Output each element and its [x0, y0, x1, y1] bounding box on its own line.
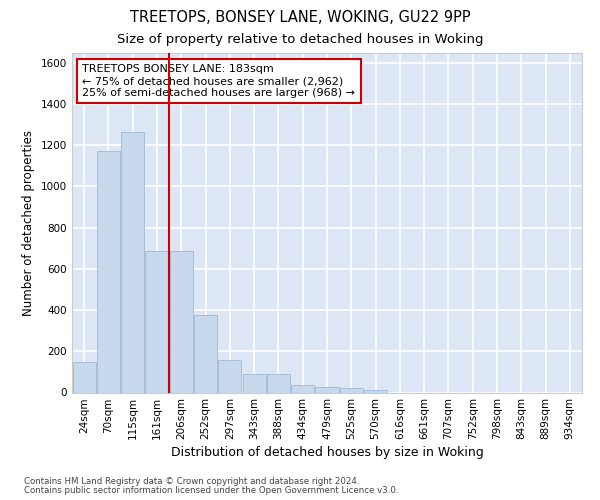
Bar: [194, 315, 217, 392]
Text: Contains public sector information licensed under the Open Government Licence v3: Contains public sector information licen…: [24, 486, 398, 495]
Bar: [340, 388, 363, 392]
Bar: [170, 250, 193, 392]
Bar: [73, 362, 95, 392]
Bar: [145, 250, 169, 392]
X-axis label: Distribution of detached houses by size in Woking: Distribution of detached houses by size …: [170, 446, 484, 460]
Bar: [267, 374, 290, 392]
Bar: [97, 152, 120, 392]
Bar: [291, 384, 314, 392]
Bar: [316, 388, 338, 392]
Text: Contains HM Land Registry data © Crown copyright and database right 2024.: Contains HM Land Registry data © Crown c…: [24, 477, 359, 486]
Text: Size of property relative to detached houses in Woking: Size of property relative to detached ho…: [117, 32, 483, 46]
Bar: [364, 390, 387, 392]
Bar: [242, 374, 266, 392]
Text: TREETOPS BONSEY LANE: 183sqm
← 75% of detached houses are smaller (2,962)
25% of: TREETOPS BONSEY LANE: 183sqm ← 75% of de…: [82, 64, 355, 98]
Y-axis label: Number of detached properties: Number of detached properties: [22, 130, 35, 316]
Bar: [218, 360, 241, 392]
Bar: [121, 132, 144, 392]
Text: TREETOPS, BONSEY LANE, WOKING, GU22 9PP: TREETOPS, BONSEY LANE, WOKING, GU22 9PP: [130, 10, 470, 25]
